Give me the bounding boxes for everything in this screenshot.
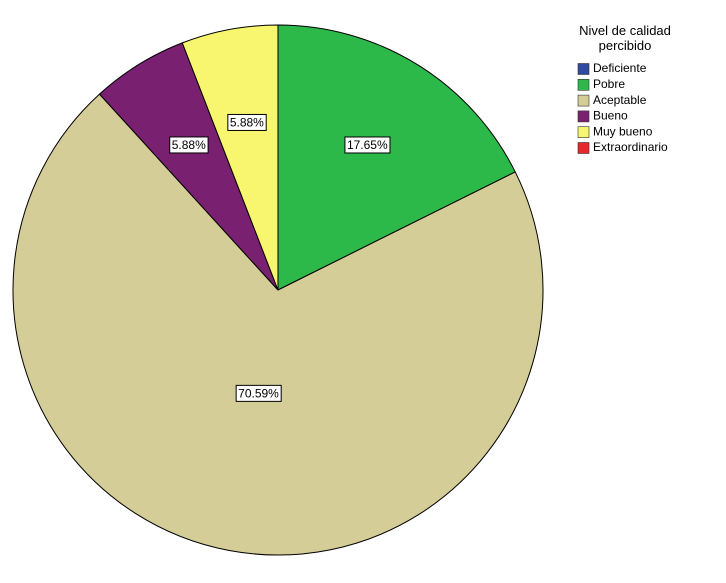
legend-title: Nivel de calidad percibido	[579, 23, 671, 53]
legend-swatch	[577, 94, 590, 107]
pie-slice	[277, 24, 516, 291]
value-label: 5.88%	[230, 115, 264, 129]
legend-swatch	[577, 63, 590, 75]
legend-swatch	[577, 126, 590, 138]
value-label-group: 5.88%	[169, 136, 209, 154]
value-label-group: 5.88%	[227, 113, 267, 131]
value-label-group: 70.59%	[235, 384, 282, 402]
legend-label: Muy bueno	[593, 124, 653, 138]
legend-label: Deficiente	[593, 61, 647, 75]
legend-label: Extraordinario	[593, 140, 668, 154]
legend-swatch	[577, 110, 590, 123]
value-label-box	[235, 384, 282, 402]
legend-label: Pobre	[593, 77, 625, 91]
pie-slice	[181, 24, 279, 291]
pie-slice	[12, 93, 544, 556]
value-label-box	[344, 136, 391, 154]
legend-label: Bueno	[593, 109, 628, 123]
value-label-box	[227, 113, 267, 131]
value-label: 17.65%	[347, 138, 388, 152]
legend-swatch	[577, 142, 590, 154]
legend-label: Aceptable	[593, 93, 647, 107]
value-label-box	[169, 136, 209, 154]
value-label: 5.88%	[172, 138, 206, 152]
value-label-group: 17.65%	[344, 136, 391, 154]
legend-swatch	[577, 79, 590, 91]
value-label: 70.59%	[238, 386, 279, 400]
